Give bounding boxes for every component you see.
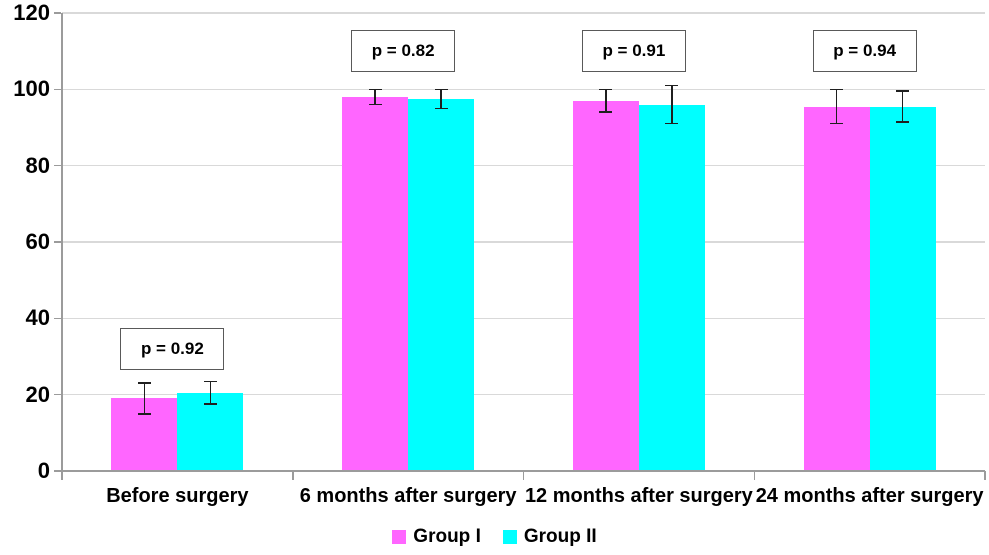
x-axis-line <box>61 470 985 472</box>
y-tick-label: 60 <box>25 229 50 254</box>
x-tick-label: 6 months after surgery <box>299 485 517 507</box>
p-value-box: p = 0.82 <box>351 30 456 73</box>
x-tick-mark <box>61 471 63 480</box>
y-tick-mark <box>54 317 61 320</box>
y-tick-label: 80 <box>25 152 50 178</box>
bar-group3-group-i <box>572 100 639 471</box>
legend: Group I Group II <box>0 526 989 548</box>
error-bar-cap <box>434 107 448 110</box>
gridline <box>62 164 985 167</box>
y-tick-label: 0 <box>37 458 50 483</box>
bar-group4-group-ii <box>869 106 936 471</box>
y-tick-mark <box>54 470 61 472</box>
error-bar-cap <box>137 412 151 415</box>
error-bar <box>671 85 673 124</box>
legend-label: Group I <box>413 526 481 547</box>
y-tick-mark <box>54 88 61 91</box>
x-tick-mark <box>522 471 525 480</box>
x-tick-mark <box>753 471 755 480</box>
bar-group3-group-ii <box>638 104 705 471</box>
error-bar <box>209 381 212 405</box>
gridline <box>62 12 985 14</box>
error-bar <box>374 89 376 105</box>
y-tick-label: 40 <box>25 305 50 331</box>
gridline <box>62 88 985 91</box>
error-bar <box>605 89 607 113</box>
bar-group1-group-ii <box>177 392 244 471</box>
error-bar <box>440 89 442 109</box>
y-tick-label: 120 <box>13 0 50 25</box>
error-bar-cap <box>665 84 679 87</box>
error-bar-cap <box>203 403 217 405</box>
y-tick-mark <box>54 241 61 243</box>
y-tick-mark <box>54 393 61 396</box>
error-bar-cap <box>830 88 844 91</box>
error-bar-cap <box>896 90 910 93</box>
y-tick-mark <box>54 12 61 14</box>
p-value-box: p = 0.94 <box>812 30 917 73</box>
error-bar-cap <box>665 122 679 125</box>
legend-item-group-ii: Group II <box>502 526 597 548</box>
p-value-box: p = 0.91 <box>581 30 686 73</box>
error-bar <box>901 91 904 122</box>
x-tick-mark <box>292 471 294 480</box>
legend-label: Group II <box>523 526 597 547</box>
bar-group4-group-i <box>803 106 870 471</box>
error-bar-cap <box>434 88 448 91</box>
bar-group2-group-ii <box>408 98 475 471</box>
x-tick-label: Before surgery <box>106 485 249 507</box>
x-tick-mark <box>984 471 986 480</box>
error-bar-cap <box>599 111 613 114</box>
error-bar <box>143 383 146 414</box>
bar-group2-group-i <box>342 96 409 471</box>
gridline <box>62 317 985 320</box>
gridline <box>62 241 985 243</box>
y-axis-line <box>61 13 63 472</box>
error-bar-cap <box>203 380 217 383</box>
p-value-box: p = 0.92 <box>120 327 225 370</box>
error-bar-cap <box>137 382 151 384</box>
legend-item-group-i: Group I <box>392 526 481 548</box>
error-bar-cap <box>599 88 613 91</box>
y-tick-label: 100 <box>13 76 50 102</box>
x-tick-label: 12 months after surgery <box>524 485 753 507</box>
error-bar-cap <box>368 103 382 106</box>
gridline <box>62 393 985 396</box>
x-tick-label: 24 months after surgery <box>755 485 984 507</box>
y-tick-mark <box>54 164 61 167</box>
plot-area: p = 0.92 p = 0.82 p = 0.91 p = 0.94 <box>62 12 985 471</box>
legend-swatch-group-ii <box>502 530 517 544</box>
error-bar-cap <box>830 122 844 125</box>
error-bar <box>835 89 838 124</box>
y-tick-label: 20 <box>25 381 50 407</box>
error-bar-cap <box>368 88 382 91</box>
legend-swatch-group-i <box>392 530 407 544</box>
error-bar-cap <box>896 120 910 123</box>
